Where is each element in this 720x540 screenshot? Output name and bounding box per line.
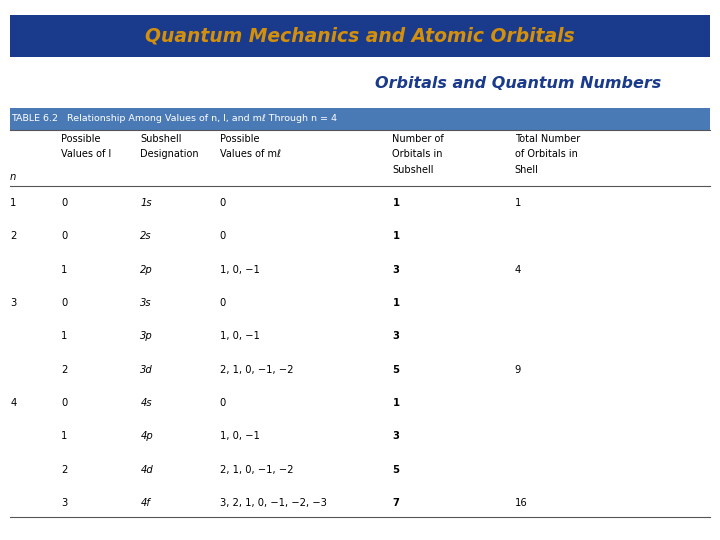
Text: 4p: 4p xyxy=(140,431,153,441)
Text: 2: 2 xyxy=(61,464,68,475)
Text: 0: 0 xyxy=(220,231,226,241)
Text: 0: 0 xyxy=(61,231,68,241)
Text: Orbitals in: Orbitals in xyxy=(392,150,443,159)
Text: 1: 1 xyxy=(61,265,68,275)
Bar xyxy=(10,108,710,130)
Text: 1, 0, −1: 1, 0, −1 xyxy=(220,331,259,341)
Text: 1: 1 xyxy=(61,331,68,341)
Text: 1: 1 xyxy=(392,398,400,408)
Text: 4s: 4s xyxy=(140,398,152,408)
Text: 3d: 3d xyxy=(140,364,153,375)
Text: Number of: Number of xyxy=(392,134,444,144)
Bar xyxy=(10,15,710,57)
Text: Values of mℓ: Values of mℓ xyxy=(220,150,281,159)
Text: n: n xyxy=(10,172,17,181)
Text: Designation: Designation xyxy=(140,150,199,159)
Text: 0: 0 xyxy=(220,398,226,408)
Text: 4f: 4f xyxy=(140,498,150,508)
Text: 9: 9 xyxy=(515,364,521,375)
Text: 3: 3 xyxy=(392,431,400,441)
Text: 2, 1, 0, −1, −2: 2, 1, 0, −1, −2 xyxy=(220,364,293,375)
Text: 0: 0 xyxy=(220,298,226,308)
Text: Subshell: Subshell xyxy=(392,165,434,174)
Text: 2p: 2p xyxy=(140,265,153,275)
Text: 1, 0, −1: 1, 0, −1 xyxy=(220,431,259,441)
Text: 2, 1, 0, −1, −2: 2, 1, 0, −1, −2 xyxy=(220,464,293,475)
Text: Possible: Possible xyxy=(61,134,101,144)
Text: Possible: Possible xyxy=(220,134,259,144)
Text: 3: 3 xyxy=(392,331,400,341)
Text: 3: 3 xyxy=(10,298,17,308)
Text: 1: 1 xyxy=(10,198,17,208)
Text: 1: 1 xyxy=(392,198,400,208)
Text: 1, 0, −1: 1, 0, −1 xyxy=(220,265,259,275)
Text: Subshell: Subshell xyxy=(140,134,182,144)
Text: 3: 3 xyxy=(392,265,400,275)
Text: Total Number: Total Number xyxy=(515,134,580,144)
Text: 1s: 1s xyxy=(140,198,152,208)
Text: 4: 4 xyxy=(515,265,521,275)
Text: 1: 1 xyxy=(515,198,521,208)
Text: 16: 16 xyxy=(515,498,528,508)
Text: 4d: 4d xyxy=(140,464,153,475)
Text: 2: 2 xyxy=(61,364,68,375)
Text: 3s: 3s xyxy=(140,298,152,308)
Text: Quantum Mechanics and Atomic Orbitals: Quantum Mechanics and Atomic Orbitals xyxy=(145,26,575,45)
Text: 5: 5 xyxy=(392,464,400,475)
Text: 1: 1 xyxy=(392,298,400,308)
Text: Values of l: Values of l xyxy=(61,150,112,159)
Text: TABLE 6.2   Relationship Among Values of n, l, and mℓ Through n = 4: TABLE 6.2 Relationship Among Values of n… xyxy=(12,114,338,123)
Text: 0: 0 xyxy=(61,398,68,408)
Text: Orbitals and Quantum Numbers: Orbitals and Quantum Numbers xyxy=(375,76,662,91)
Text: 0: 0 xyxy=(61,298,68,308)
Text: 1: 1 xyxy=(392,231,400,241)
Text: 0: 0 xyxy=(61,198,68,208)
Text: 2s: 2s xyxy=(140,231,152,241)
Text: 1: 1 xyxy=(61,431,68,441)
Text: 3: 3 xyxy=(61,498,68,508)
Text: 3p: 3p xyxy=(140,331,153,341)
Text: 7: 7 xyxy=(392,498,400,508)
Text: 0: 0 xyxy=(220,198,226,208)
Text: of Orbitals in: of Orbitals in xyxy=(515,150,577,159)
Text: Shell: Shell xyxy=(515,165,539,174)
Text: 2: 2 xyxy=(10,231,17,241)
Text: 4: 4 xyxy=(10,398,17,408)
Text: 5: 5 xyxy=(392,364,400,375)
Text: 3, 2, 1, 0, −1, −2, −3: 3, 2, 1, 0, −1, −2, −3 xyxy=(220,498,326,508)
